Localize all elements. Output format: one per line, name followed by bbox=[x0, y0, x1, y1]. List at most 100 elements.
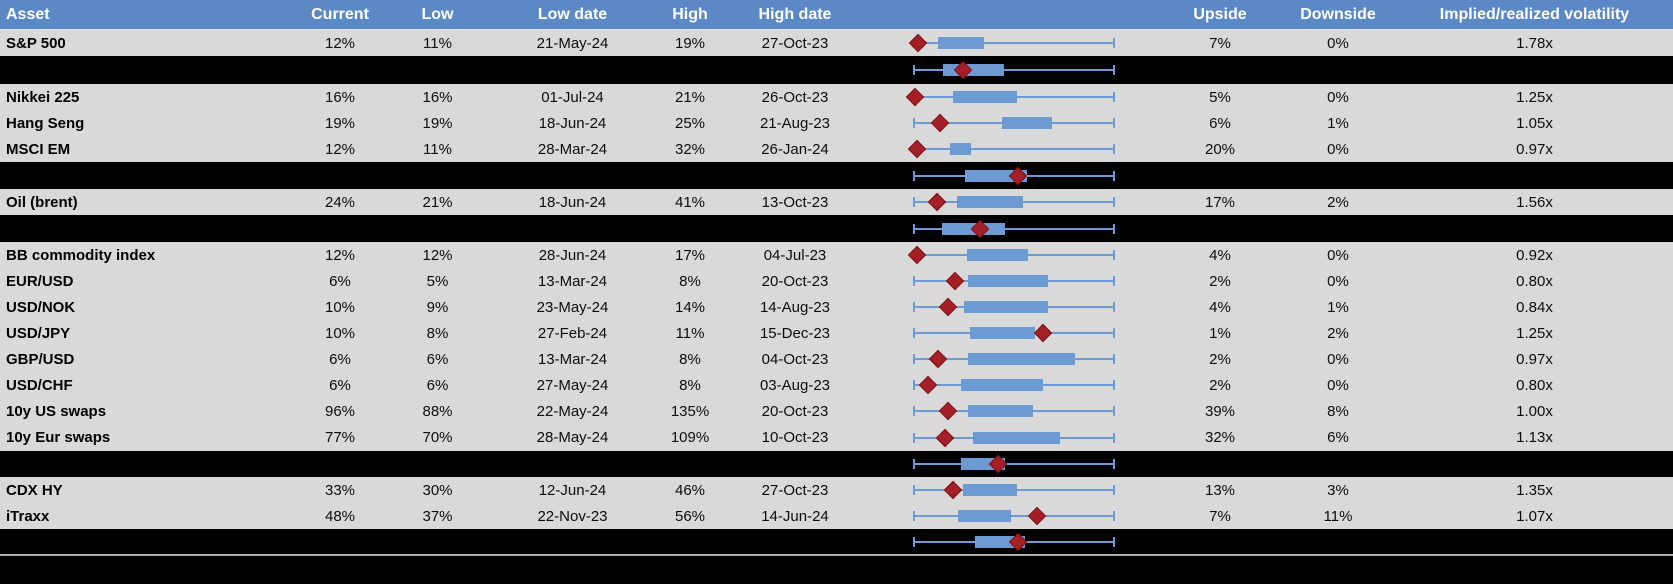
table-row: Oil (brent) 24% 21% 18-Jun-24 41% 13-Oct-23 17… bbox=[0, 189, 1673, 215]
current-level-diamond-marker bbox=[930, 113, 950, 133]
upside-value: 20% bbox=[1204, 140, 1236, 158]
table-row: GBP/USD 6% 6% 13-Mar-24 8% 04-Oct-23 2% 0% 0.97x bbox=[0, 346, 1673, 372]
whisker-right-tick bbox=[1113, 250, 1115, 260]
implied-realized-volatility-value: 0.97x bbox=[1516, 140, 1553, 158]
current-level-diamond-marker bbox=[935, 428, 955, 447]
table-row: USD/JPY 10% 8% 27-Feb-24 11% 15-Dec-23 1% 2% 1.2… bbox=[0, 320, 1673, 346]
downside-value: 0% bbox=[1327, 246, 1349, 264]
header-high-date: High date bbox=[758, 5, 832, 23]
current-volatility-value: 33% bbox=[324, 481, 356, 499]
whisker-line bbox=[913, 515, 1115, 517]
downside-value: 0% bbox=[1327, 272, 1349, 290]
upside-value: 6% bbox=[1209, 114, 1231, 132]
high-volatility-value: 19% bbox=[674, 34, 706, 52]
whisker-left-tick bbox=[913, 118, 915, 128]
low-date-value: 13-Mar-24 bbox=[537, 272, 608, 290]
implied-realized-volatility-value: 1.35x bbox=[1516, 481, 1553, 499]
table-row: CDX HY 33% 30% 12-Jun-24 46% 27-Oct-23 13% 3% 1.… bbox=[0, 477, 1673, 503]
table-row: 10y Eur swaps 77% 70% 28-May-24 109% 10-Oct-2… bbox=[0, 424, 1673, 451]
low-date-value: 22-May-24 bbox=[536, 402, 609, 420]
current-volatility-value: 12% bbox=[324, 34, 356, 52]
table-row: EUR/USD 6% 5% 13-Mar-24 8% 20-Oct-23 2% 0% 0.80x bbox=[0, 268, 1673, 294]
table-row: USD/CHF 6% 6% 27-May-24 8% 03-Aug-23 2% 0% 0.80x bbox=[0, 372, 1673, 398]
table-row: BB commodity index 12% 12% 28-Jun-24 17% 04-J… bbox=[0, 242, 1673, 268]
current-volatility-value: 96% bbox=[324, 402, 356, 420]
whisker-left-tick bbox=[913, 536, 915, 547]
asset-name: USD/JPY bbox=[6, 324, 71, 342]
table-row: iTraxx 48% 37% 22-Nov-23 56% 14-Jun-24 7% 11% 1.… bbox=[0, 503, 1673, 529]
high-date-value: 21-Aug-23 bbox=[759, 114, 831, 132]
whisker-left-tick bbox=[913, 432, 915, 443]
whisker-left-tick bbox=[913, 406, 915, 416]
downside-value: 0% bbox=[1327, 88, 1349, 106]
low-volatility-value: 16% bbox=[422, 88, 453, 106]
whisker-right-tick bbox=[1113, 92, 1115, 102]
interquartile-range-box bbox=[963, 484, 1018, 496]
whisker-right-tick bbox=[1113, 432, 1115, 443]
asset-name: Oil (brent) bbox=[6, 193, 78, 211]
whisker-left-tick bbox=[913, 380, 915, 390]
asset-name: 10y US swaps bbox=[6, 402, 107, 420]
table-row: USD/NOK 10% 9% 23-May-24 14% 14-Aug-23 4% 1% 0.8… bbox=[0, 294, 1673, 320]
interquartile-range-box bbox=[967, 405, 1033, 417]
whisker-right-tick bbox=[1113, 144, 1115, 154]
group-separator-row bbox=[0, 162, 1673, 189]
header-current: Current bbox=[311, 5, 369, 23]
low-volatility-value: 19% bbox=[422, 114, 453, 132]
high-date-value: 20-Oct-23 bbox=[761, 402, 829, 420]
asset-name: GBP/USD bbox=[6, 350, 75, 368]
high-volatility-value: 56% bbox=[674, 507, 706, 525]
interquartile-range-box bbox=[943, 64, 1004, 76]
low-date-value: 28-Jun-24 bbox=[538, 246, 607, 264]
interquartile-range-box bbox=[966, 249, 1028, 261]
current-level-diamond-marker bbox=[945, 271, 965, 291]
asset-name: 10y Eur swaps bbox=[6, 429, 111, 446]
current-level-diamond-marker bbox=[938, 297, 958, 317]
high-volatility-value: 135% bbox=[670, 402, 710, 420]
current-level-diamond-marker bbox=[918, 375, 938, 395]
whisker-left-tick bbox=[913, 328, 915, 338]
whisker-right-tick bbox=[1113, 536, 1115, 547]
downside-value: 1% bbox=[1327, 298, 1349, 316]
asset-name: CDX HY bbox=[6, 481, 63, 499]
whisker-right-tick bbox=[1113, 328, 1115, 338]
current-volatility-value: 12% bbox=[324, 140, 356, 158]
high-volatility-value: 32% bbox=[674, 140, 706, 158]
high-volatility-value: 8% bbox=[679, 350, 701, 368]
whisker-right-tick bbox=[1113, 406, 1115, 416]
current-level-diamond-marker bbox=[1027, 506, 1047, 526]
whisker-left-tick bbox=[913, 170, 915, 181]
low-volatility-value: 88% bbox=[422, 402, 453, 420]
high-volatility-value: 17% bbox=[674, 246, 706, 264]
low-volatility-value: 6% bbox=[426, 350, 449, 368]
high-date-value: 15-Dec-23 bbox=[759, 324, 831, 342]
table-row: S&P 500 12% 11% 21-May-24 19% 27-Oct-23 7% 0% 1.… bbox=[0, 30, 1673, 56]
current-level-diamond-marker bbox=[905, 87, 925, 107]
high-date-value: 26-Jan-24 bbox=[761, 140, 829, 158]
table-header-row: Asset Current Low Low date High High dat… bbox=[0, 0, 1673, 30]
high-date-value: 14-Aug-23 bbox=[759, 298, 831, 316]
upside-value: 2% bbox=[1209, 376, 1231, 394]
table-row: MSCI EM 12% 11% 28-Mar-24 32% 26-Jan-24 20% 0% 0… bbox=[0, 136, 1673, 162]
current-level-diamond-marker bbox=[907, 139, 927, 159]
whisker-left-tick bbox=[913, 511, 915, 521]
asset-name: Nikkei 225 bbox=[6, 88, 80, 106]
low-volatility-value: 9% bbox=[426, 298, 449, 316]
implied-realized-volatility-value: 1.07x bbox=[1516, 507, 1553, 525]
high-volatility-value: 41% bbox=[674, 193, 706, 211]
whisker-right-tick bbox=[1113, 459, 1115, 469]
header-high: High bbox=[672, 5, 708, 23]
low-volatility-value: 30% bbox=[422, 481, 453, 499]
high-date-value: 14-Jun-24 bbox=[761, 507, 829, 525]
low-volatility-value: 21% bbox=[422, 193, 453, 211]
whisker-left-tick bbox=[913, 354, 915, 364]
asset-name: Hang Seng bbox=[6, 114, 85, 132]
downside-value: 6% bbox=[1327, 429, 1349, 446]
current-volatility-value: 19% bbox=[324, 114, 356, 132]
asset-name: iTraxx bbox=[6, 507, 50, 525]
current-volatility-value: 48% bbox=[324, 507, 356, 525]
current-volatility-value: 10% bbox=[324, 324, 356, 342]
upside-value: 4% bbox=[1209, 246, 1231, 264]
current-level-diamond-marker bbox=[1033, 323, 1053, 343]
downside-value: 0% bbox=[1327, 34, 1349, 52]
